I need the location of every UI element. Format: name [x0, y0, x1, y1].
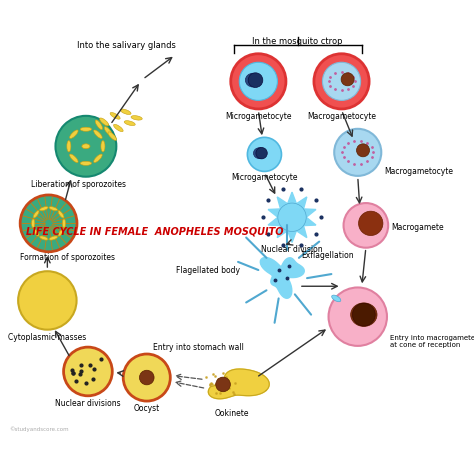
- Ellipse shape: [80, 161, 91, 165]
- Polygon shape: [296, 197, 307, 209]
- Polygon shape: [268, 217, 281, 226]
- Ellipse shape: [124, 120, 135, 126]
- Ellipse shape: [246, 73, 261, 87]
- Circle shape: [322, 62, 361, 100]
- Circle shape: [358, 211, 383, 235]
- Ellipse shape: [58, 211, 64, 218]
- Circle shape: [314, 54, 369, 109]
- Text: Ookinete: Ookinete: [215, 409, 249, 418]
- Ellipse shape: [110, 113, 120, 119]
- Circle shape: [334, 129, 381, 176]
- Text: Liberation of sporozoites: Liberation of sporozoites: [31, 179, 126, 189]
- Polygon shape: [303, 209, 316, 217]
- Text: Formation of sporozoites: Formation of sporozoites: [20, 253, 115, 262]
- Polygon shape: [277, 197, 288, 209]
- Ellipse shape: [49, 236, 58, 240]
- Ellipse shape: [120, 109, 131, 114]
- Text: Entry into stomach wall: Entry into stomach wall: [153, 343, 244, 352]
- Circle shape: [20, 195, 77, 252]
- Circle shape: [123, 354, 170, 401]
- Polygon shape: [208, 369, 269, 399]
- Ellipse shape: [94, 130, 102, 139]
- Polygon shape: [288, 231, 296, 242]
- Ellipse shape: [39, 206, 48, 211]
- Text: Macrogametocyte: Macrogametocyte: [307, 112, 376, 121]
- Ellipse shape: [70, 154, 78, 163]
- Circle shape: [139, 370, 154, 385]
- Circle shape: [64, 347, 112, 396]
- Ellipse shape: [100, 118, 109, 126]
- Ellipse shape: [63, 219, 65, 228]
- Ellipse shape: [94, 154, 102, 163]
- Ellipse shape: [70, 130, 78, 139]
- Circle shape: [231, 54, 286, 109]
- Text: Into the salivary glands: Into the salivary glands: [77, 41, 176, 50]
- Polygon shape: [296, 226, 307, 238]
- Ellipse shape: [114, 124, 123, 132]
- Circle shape: [239, 62, 277, 100]
- Polygon shape: [260, 258, 304, 298]
- Ellipse shape: [131, 116, 142, 120]
- Ellipse shape: [39, 236, 48, 240]
- Text: Oocyst: Oocyst: [134, 404, 160, 413]
- Circle shape: [356, 144, 370, 157]
- Ellipse shape: [58, 229, 64, 236]
- Text: Exflagellation: Exflagellation: [301, 251, 354, 260]
- Ellipse shape: [33, 229, 39, 236]
- Circle shape: [256, 148, 267, 159]
- Text: Microgametocyte: Microgametocyte: [225, 112, 292, 121]
- Text: Nuclear division: Nuclear division: [261, 245, 323, 254]
- Text: ©studyandscore.com: ©studyandscore.com: [9, 427, 68, 432]
- Circle shape: [18, 271, 77, 330]
- Circle shape: [216, 377, 230, 392]
- Polygon shape: [277, 226, 288, 238]
- Circle shape: [55, 116, 116, 177]
- Circle shape: [344, 203, 388, 248]
- Text: Flagellated body: Flagellated body: [176, 266, 240, 276]
- Text: Cytoplasmic masses: Cytoplasmic masses: [8, 333, 86, 341]
- Ellipse shape: [104, 127, 112, 136]
- Polygon shape: [268, 209, 281, 217]
- Text: Macrogamete: Macrogamete: [391, 223, 444, 232]
- Ellipse shape: [32, 219, 35, 228]
- Text: Macrogametocyte: Macrogametocyte: [384, 167, 453, 176]
- Polygon shape: [303, 217, 316, 226]
- Ellipse shape: [95, 120, 102, 129]
- Text: In the mosquito ctrop: In the mosquito ctrop: [252, 37, 342, 46]
- Ellipse shape: [351, 303, 377, 326]
- Circle shape: [353, 303, 375, 326]
- Ellipse shape: [82, 144, 90, 149]
- Ellipse shape: [254, 148, 265, 159]
- Ellipse shape: [101, 141, 105, 152]
- Text: Nuclear divisions: Nuclear divisions: [55, 399, 121, 408]
- Circle shape: [247, 137, 282, 171]
- Ellipse shape: [49, 206, 58, 211]
- Ellipse shape: [33, 211, 39, 218]
- Circle shape: [278, 203, 306, 232]
- Ellipse shape: [67, 141, 71, 152]
- Ellipse shape: [80, 127, 91, 131]
- Circle shape: [328, 288, 387, 346]
- Text: Microgametocyte: Microgametocyte: [231, 173, 298, 183]
- Ellipse shape: [332, 295, 341, 302]
- Text: LIFE CYCLE IN FEMALE  ANOPHELES MOSQUITO: LIFE CYCLE IN FEMALE ANOPHELES MOSQUITO: [26, 226, 283, 236]
- Polygon shape: [288, 192, 296, 204]
- Circle shape: [248, 73, 263, 87]
- Text: Entry into macrogamete
at cone of reception: Entry into macrogamete at cone of recept…: [390, 335, 474, 348]
- Circle shape: [341, 73, 354, 86]
- Ellipse shape: [108, 132, 117, 141]
